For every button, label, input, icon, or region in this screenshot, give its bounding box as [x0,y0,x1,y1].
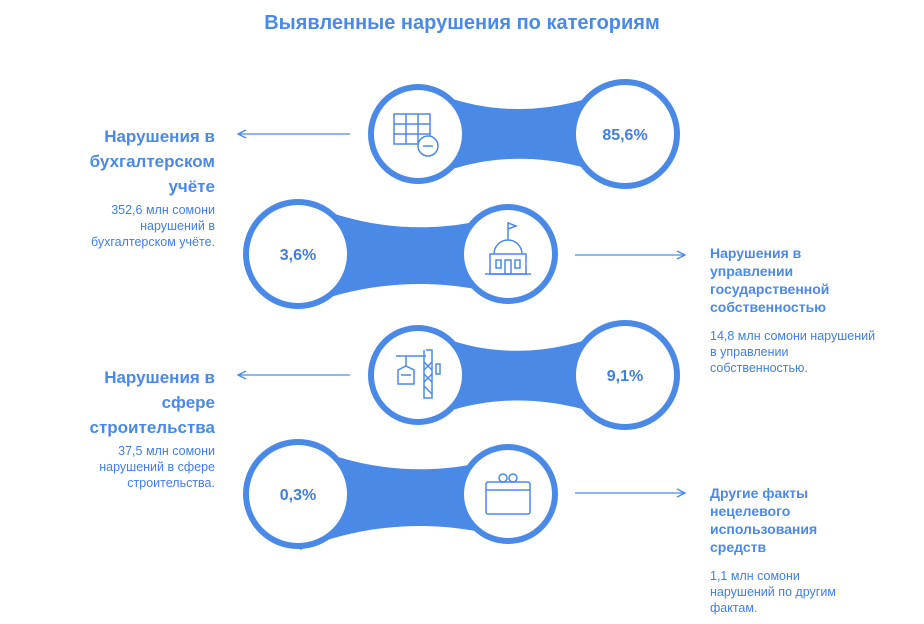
percent-label: 0,3% [280,487,316,504]
percent-label: 3,6% [280,247,316,264]
percent-bubble-inner [249,205,347,303]
category-description-other-misuse: 1,1 млн сомони нарушений по другим факта… [710,569,836,615]
icon-bubble-inner [464,450,552,538]
percent-label: 85,6% [602,127,647,144]
government-building-icon [485,222,531,275]
icon-bubble-inner [374,331,462,419]
category-description-construction: 37,5 млн сомони нарушений в сфере строит… [99,444,215,490]
category-row-other-misuse: 0,3% [243,439,685,550]
page-title: Выявленные нарушения по категориям [264,12,660,34]
percent-bubble-inner [249,445,347,543]
category-title-accounting: Нарушения в бухгалтерском учёте [89,127,215,196]
category-row-accounting: 85,6% [238,79,680,189]
connector-band [300,442,510,550]
category-row-state-property: 3,6% [243,199,685,309]
category-description-accounting: 352,6 млн сомони нарушений в бухгалтерск… [90,203,215,249]
accounting-table-icon [393,113,439,157]
percent-label: 9,1% [607,368,643,385]
percent-bubble-inner [576,85,674,183]
category-title-other-misuse: Другие факты нецелевого использования ср… [710,485,818,555]
category-title-state-property: Нарушения в управлении государственной с… [710,245,830,315]
category-row-construction: 9,1% [238,320,680,430]
construction-crane-icon [396,349,441,399]
connector-band [300,200,510,308]
category-title-construction: Нарушения в сфере строительства [89,368,216,437]
category-description-state-property: 14,8 млн сомони нарушений в управлении с… [710,329,876,375]
percent-bubble-inner [576,326,674,424]
money-funds-icon [485,473,531,515]
